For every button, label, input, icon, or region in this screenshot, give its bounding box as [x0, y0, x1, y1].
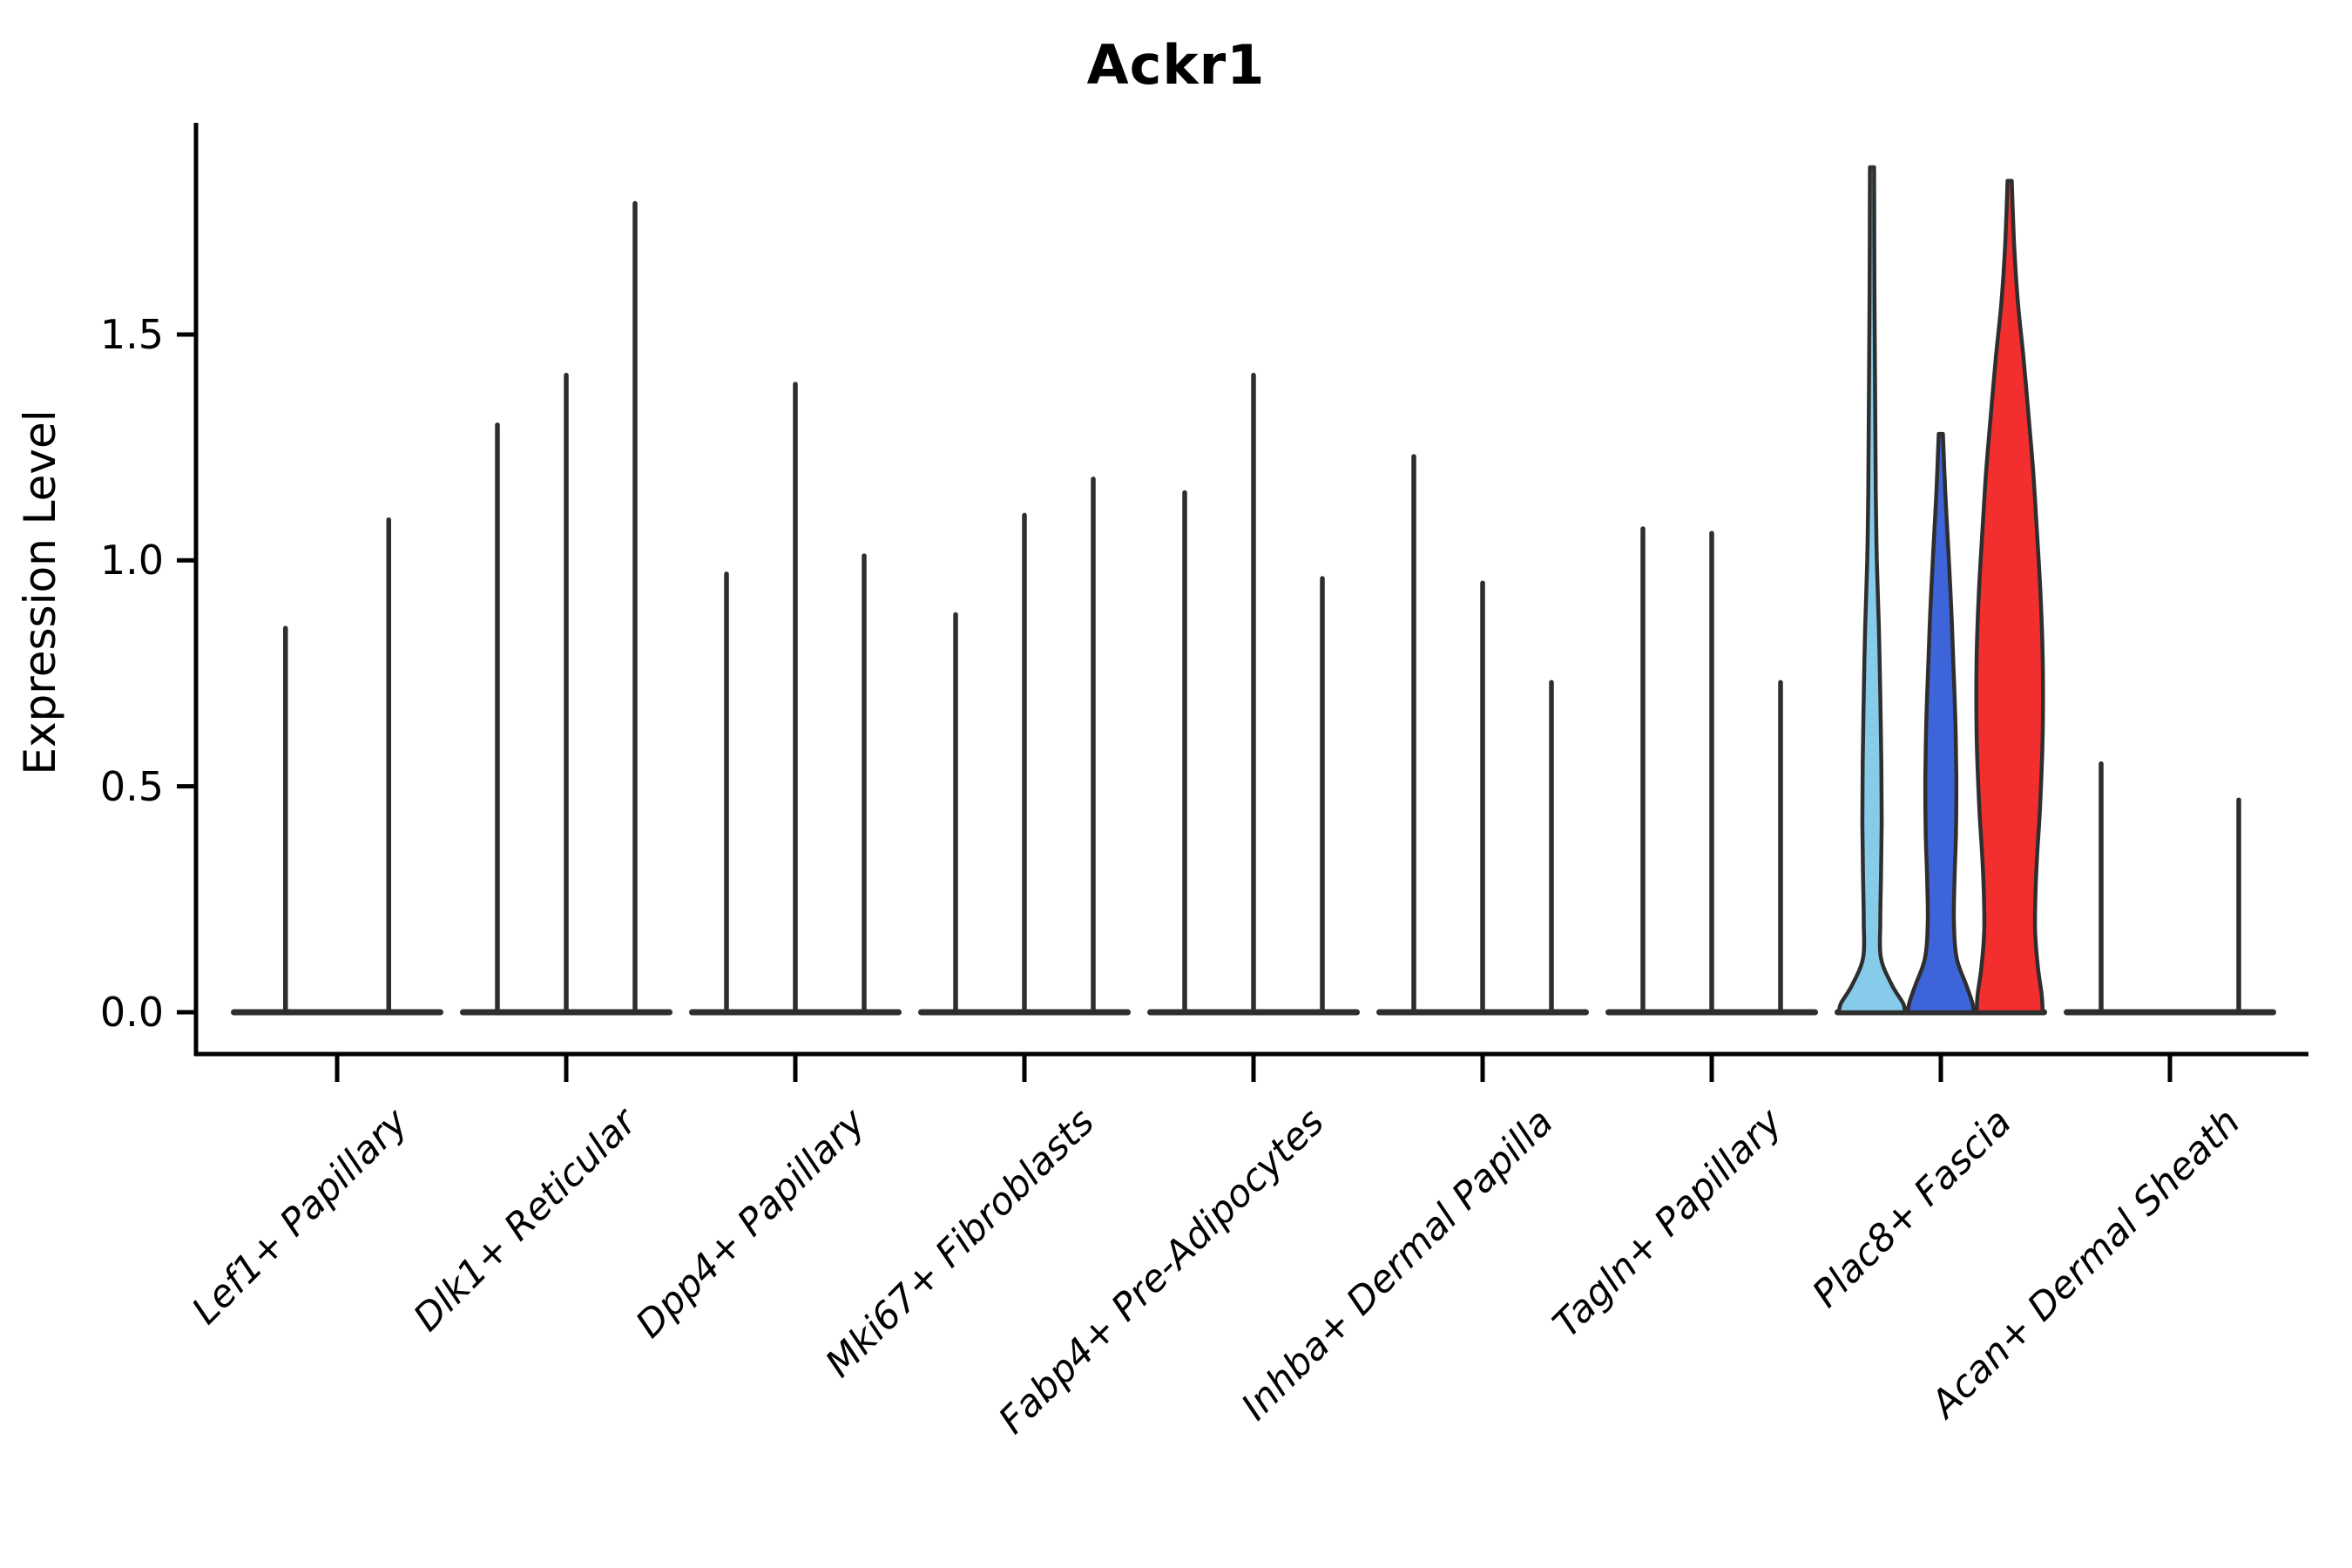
- chart-title: Ackr1: [1086, 33, 1266, 97]
- violin-body: [1905, 431, 1977, 1015]
- y-tick-label: 1.5: [99, 310, 164, 358]
- y-tick-label: 0.5: [99, 762, 164, 810]
- violin-body: [1836, 165, 1908, 1015]
- violin-body: [1974, 179, 2045, 1015]
- y-tick-label: 1.0: [99, 537, 164, 585]
- y-tick-label: 0.0: [99, 989, 164, 1036]
